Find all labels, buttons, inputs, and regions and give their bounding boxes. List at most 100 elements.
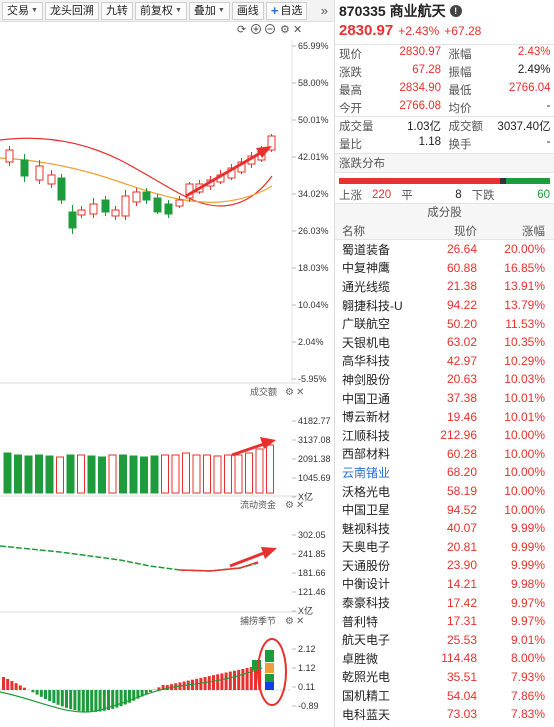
season-bar [161, 685, 165, 690]
header-price[interactable]: 现价 [454, 225, 477, 238]
component-change: 10.00% [504, 446, 545, 461]
header-name[interactable]: 名称 [342, 225, 365, 238]
component-row[interactable]: 国机精工 54.04 7.86% [335, 686, 554, 705]
component-price: 14.21 [446, 576, 477, 591]
volume-bar-down [129, 455, 138, 494]
toolbar-overlay-button[interactable]: 叠加 ▼ [188, 1, 230, 20]
quote-value: 2766.04 [508, 82, 551, 94]
quote-cell: 涨幅 2.43% [445, 46, 554, 62]
season-bar [144, 690, 148, 695]
volume-bar-up [203, 454, 211, 494]
component-price: 60.88 [446, 260, 477, 275]
quote-key: 成交额 [448, 121, 484, 133]
component-row[interactable]: 中复神鹰 60.88 16.85% [335, 259, 554, 278]
refresh-icon[interactable]: ⟳ [237, 24, 246, 36]
season-bar [140, 690, 144, 697]
volume-trend-arrow [231, 437, 276, 457]
close-icon[interactable]: ✕ [293, 24, 302, 36]
toolbar-draw-button[interactable]: 画线 [231, 1, 264, 20]
zoom-in-icon[interactable] [251, 24, 261, 34]
season-bar [39, 690, 43, 697]
component-row[interactable]: 高华科技 42.97 10.29% [335, 352, 554, 371]
component-row[interactable]: 电科蓝天 73.03 7.83% [335, 705, 554, 724]
component-row[interactable]: 通光线缆 21.38 13.91% [335, 277, 554, 296]
component-name: 蜀道装备 [342, 242, 391, 257]
volume-bar-down [3, 452, 12, 494]
component-row[interactable]: 卓胜微 114.48 8.00% [335, 649, 554, 668]
settings-icon[interactable]: ⚙ [285, 500, 294, 511]
volume-tick-label: X亿 [298, 491, 313, 502]
quote-key: 今开 [339, 102, 362, 115]
component-name: 西部材料 [342, 447, 391, 462]
zoom-out-icon[interactable] [265, 24, 275, 34]
season-bar [195, 678, 199, 690]
settings-icon[interactable]: ⚙ [285, 387, 294, 398]
component-row[interactable]: 江顺科技 212.96 10.00% [335, 426, 554, 445]
toolbar-nine-turn-button[interactable]: 九转 [100, 1, 133, 20]
price-tick-label: 42.01% [298, 152, 329, 162]
component-row[interactable]: 天奥电子 20.81 9.99% [335, 538, 554, 557]
component-name: 卓胜微 [342, 651, 379, 666]
component-row[interactable]: 蜀道装备 26.64 20.00% [335, 240, 554, 259]
toolbar-leader-review-button[interactable]: 龙头回溯 [44, 1, 99, 20]
component-price: 20.63 [446, 372, 477, 387]
volume-panel-title: 成交额 [250, 386, 277, 397]
more-tools-button[interactable]: » [320, 3, 328, 18]
volume-bar-up [266, 444, 274, 494]
candle-up [267, 135, 276, 151]
component-price: 37.38 [446, 391, 477, 406]
component-price: 42.97 [446, 353, 477, 368]
component-row[interactable]: 乾照光电 35.51 7.93% [335, 668, 554, 687]
candle-down [68, 211, 77, 229]
component-row[interactable]: 泰豪科技 17.42 9.97% [335, 593, 554, 612]
quote-value: 2830.97 [399, 46, 441, 58]
price-tick-label: 10.04% [298, 300, 329, 310]
close-icon[interactable]: ✕ [296, 500, 304, 511]
component-name: 高华科技 [342, 354, 391, 369]
info-icon[interactable]: ! [449, 5, 462, 17]
flow-tick-label: 302.05 [298, 530, 326, 540]
component-row[interactable]: 广联航空 50.20 11.53% [335, 314, 554, 333]
season-bar [132, 690, 136, 701]
season-bar [233, 670, 236, 690]
component-row[interactable]: 云南锗业 68.20 10.00% [335, 463, 554, 482]
component-price: 21.38 [446, 279, 477, 294]
current-price: 2830.97 [339, 22, 394, 39]
component-row[interactable]: 魅视科技 40.07 9.99% [335, 519, 554, 538]
component-row[interactable]: 中衡设计 14.21 9.98% [335, 575, 554, 594]
volume-tick-label: 2091.38 [298, 454, 331, 464]
chart-area[interactable]: 交易 ▼ 龙头回溯 九转 前复权 ▼ 叠加 ▼ 画线 + 自选 » ⟳ ⚙ ✕ 65.9… [0, 0, 334, 727]
change-value: +67.28 [444, 24, 482, 38]
add-watchlist-button[interactable]: + 自选 [265, 1, 308, 20]
season-bar [224, 672, 228, 690]
component-price: 40.07 [446, 521, 477, 536]
header-change[interactable]: 涨幅 [522, 225, 545, 238]
season-tick-label: 2.12 [298, 644, 316, 654]
component-row[interactable]: 中国卫星 94.52 10.00% [335, 500, 554, 519]
season-bar [115, 690, 119, 708]
component-row[interactable]: 博云新材 19.46 10.01% [335, 407, 554, 426]
volume-bar-down [150, 455, 159, 494]
component-row[interactable]: 中国卫通 37.38 10.01% [335, 389, 554, 408]
component-row[interactable]: 沃格光电 58.19 10.00% [335, 482, 554, 501]
close-icon[interactable]: ✕ [296, 387, 304, 398]
component-row[interactable]: 翱捷科技-U 94.22 13.79% [335, 296, 554, 315]
component-row[interactable]: 普利特 17.31 9.97% [335, 612, 554, 631]
component-row[interactable]: 西部材料 60.28 10.00% [335, 445, 554, 464]
component-change: 9.97% [510, 595, 545, 610]
close-icon[interactable]: ✕ [296, 616, 304, 627]
components-list: 蜀道装备 26.64 20.00% 中复神鹰 60.88 16.85% 通光线缆 21.38 1… [335, 240, 554, 723]
settings-icon[interactable]: ⚙ [285, 616, 294, 627]
kline-chart[interactable]: ⟳ ⚙ ✕ 65.99% 58.00% 50.01% 42.01% 34.02% 26.0… [0, 22, 334, 727]
toolbar-adjust-button[interactable]: 前复权 ▼ [134, 1, 187, 20]
component-price: 63.02 [446, 335, 477, 350]
component-row[interactable]: 天银机电 63.02 10.35% [335, 333, 554, 352]
component-row[interactable]: 航天电子 25.53 9.01% [335, 630, 554, 649]
settings-icon[interactable]: ⚙ [280, 24, 290, 36]
component-name: 博云新材 [342, 410, 391, 425]
component-row[interactable]: 天通股份 23.90 9.99% [335, 556, 554, 575]
component-price: 212.96 [440, 428, 477, 443]
distribution-up-segment [339, 178, 501, 184]
toolbar-trade-button[interactable]: 交易 ▼ [2, 1, 43, 20]
component-row[interactable]: 神剑股份 20.63 10.03% [335, 370, 554, 389]
